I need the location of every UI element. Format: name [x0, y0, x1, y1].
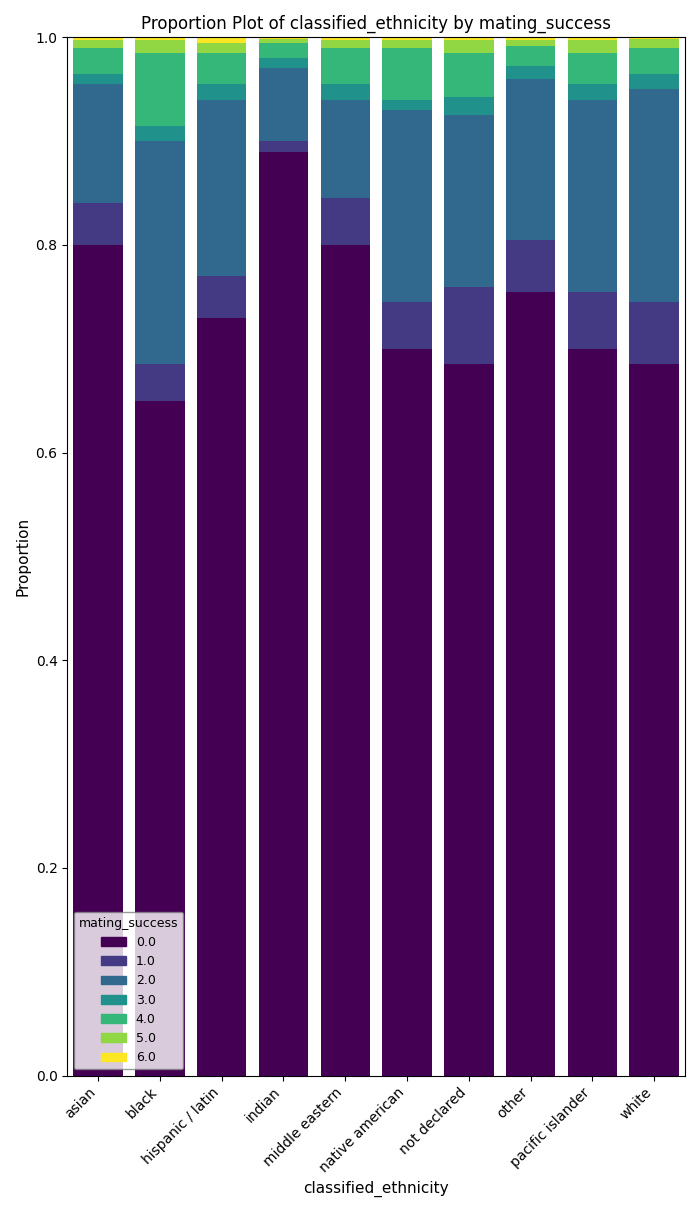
Bar	[568, 84, 617, 99]
Bar	[197, 276, 246, 318]
Bar	[444, 38, 494, 40]
Bar	[135, 38, 185, 40]
Bar	[259, 40, 308, 42]
Bar	[444, 40, 494, 53]
Bar	[444, 97, 494, 115]
Bar	[259, 58, 308, 69]
Bar	[568, 38, 617, 40]
Bar	[444, 365, 494, 1075]
Bar	[629, 40, 679, 47]
Bar	[382, 349, 432, 1075]
Bar	[321, 47, 370, 84]
Bar	[506, 38, 555, 40]
Bar	[135, 365, 185, 401]
Bar	[135, 141, 185, 365]
Bar	[259, 152, 308, 1075]
Bar	[382, 302, 432, 349]
Bar	[197, 53, 246, 84]
Bar	[197, 42, 246, 53]
Bar	[197, 84, 246, 99]
Bar	[197, 38, 246, 42]
Bar	[444, 286, 494, 365]
Bar	[259, 38, 308, 40]
Bar	[506, 292, 555, 1075]
Bar	[506, 240, 555, 292]
Bar	[74, 74, 123, 84]
Bar	[444, 53, 494, 97]
Bar	[321, 40, 370, 47]
Bar	[382, 110, 432, 302]
Bar	[74, 245, 123, 1075]
Bar	[629, 74, 679, 90]
Bar	[74, 204, 123, 245]
Bar	[568, 99, 617, 292]
Bar	[135, 401, 185, 1075]
Bar	[506, 67, 555, 79]
Bar	[321, 84, 370, 99]
Bar	[382, 99, 432, 110]
Bar	[74, 84, 123, 204]
Bar	[259, 69, 308, 141]
Bar	[197, 99, 246, 276]
Bar	[259, 141, 308, 152]
Bar	[629, 38, 679, 40]
Bar	[629, 47, 679, 74]
Bar	[629, 302, 679, 365]
Bar	[135, 126, 185, 141]
Bar	[321, 199, 370, 245]
Bar	[74, 47, 123, 74]
Bar	[74, 38, 123, 40]
Bar	[506, 79, 555, 240]
Bar	[197, 318, 246, 1075]
Bar	[382, 47, 432, 99]
Bar	[568, 53, 617, 84]
Bar	[506, 46, 555, 67]
Bar	[74, 40, 123, 47]
Bar	[629, 365, 679, 1075]
Legend: 0.0, 1.0, 2.0, 3.0, 4.0, 5.0, 6.0: 0.0, 1.0, 2.0, 3.0, 4.0, 5.0, 6.0	[74, 911, 183, 1069]
Y-axis label: Proportion: Proportion	[15, 518, 30, 596]
Bar	[568, 292, 617, 349]
Bar	[321, 38, 370, 40]
Bar	[568, 349, 617, 1075]
Bar	[382, 38, 432, 40]
Title: Proportion Plot of classified_ethnicity by mating_success: Proportion Plot of classified_ethnicity …	[141, 15, 611, 33]
Bar	[321, 245, 370, 1075]
Bar	[135, 53, 185, 126]
Bar	[629, 90, 679, 302]
Bar	[444, 115, 494, 286]
X-axis label: classified_ethnicity: classified_ethnicity	[303, 1180, 449, 1197]
Bar	[135, 40, 185, 53]
Bar	[259, 42, 308, 58]
Bar	[382, 40, 432, 47]
Bar	[506, 40, 555, 46]
Bar	[321, 99, 370, 199]
Bar	[568, 40, 617, 53]
